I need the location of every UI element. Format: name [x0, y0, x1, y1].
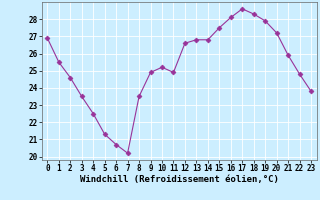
- X-axis label: Windchill (Refroidissement éolien,°C): Windchill (Refroidissement éolien,°C): [80, 175, 279, 184]
